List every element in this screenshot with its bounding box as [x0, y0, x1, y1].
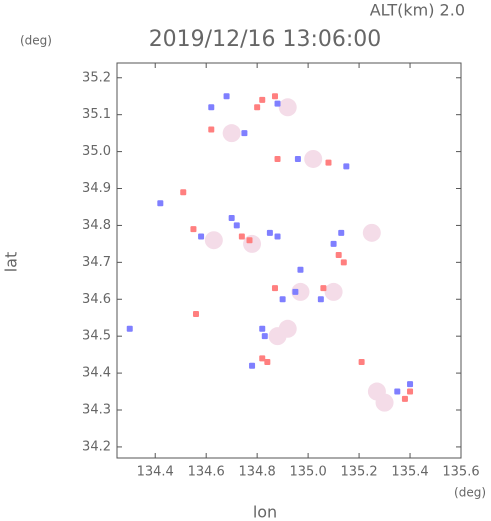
echo-point: [198, 233, 205, 240]
x-tick-label: 134.8: [239, 465, 276, 480]
y-tick-label: 35.2: [82, 70, 111, 85]
echo-point: [126, 325, 133, 332]
y-tick-label: 34.9: [82, 181, 111, 196]
plot-frame: [116, 62, 462, 459]
echo-point: [264, 359, 271, 366]
echo-point: [367, 382, 386, 401]
y-tick-label: 34.2: [82, 439, 111, 454]
echo-point: [407, 388, 414, 395]
echo-point: [340, 259, 347, 266]
echo-point: [274, 233, 281, 240]
y-tick-label: 34.7: [82, 255, 111, 270]
echo-point: [180, 189, 187, 196]
echo-point: [320, 285, 327, 292]
echo-point: [279, 296, 286, 303]
y-tick-label: 35.0: [82, 144, 111, 159]
echo-point: [246, 237, 253, 244]
echo-point: [294, 155, 301, 162]
echo-point: [291, 282, 310, 301]
x-tick-label: 135.2: [340, 465, 377, 480]
echo-point: [278, 98, 297, 117]
echo-point: [271, 93, 278, 100]
y-unit: (deg): [20, 34, 52, 48]
echo-point: [241, 130, 248, 137]
echo-point: [254, 104, 261, 111]
echo-point: [325, 159, 332, 166]
echo-point: [358, 359, 365, 366]
x-unit: (deg): [454, 486, 486, 500]
echo-point: [222, 124, 241, 143]
echo-point: [190, 226, 197, 233]
echo-point: [208, 104, 215, 111]
echo-point: [304, 149, 323, 168]
echo-point: [292, 288, 299, 295]
echo-point: [249, 362, 256, 369]
echo-point: [223, 93, 230, 100]
echo-point: [208, 126, 215, 133]
echo-point: [233, 222, 240, 229]
echo-point: [401, 395, 408, 402]
echo-point: [317, 296, 324, 303]
echo-point: [394, 388, 401, 395]
echo-point: [228, 215, 235, 222]
echo-point: [274, 155, 281, 162]
x-tick-label: 134.4: [137, 465, 174, 480]
echo-point: [259, 325, 266, 332]
echo-point: [271, 285, 278, 292]
echo-point: [204, 231, 223, 250]
echo-point: [259, 96, 266, 103]
echo-point: [407, 381, 414, 388]
y-tick-label: 34.4: [82, 366, 111, 381]
x-tick-label: 135.0: [290, 465, 327, 480]
x-tick-label: 135.6: [442, 465, 479, 480]
x-tick-label: 135.4: [391, 465, 428, 480]
echo-point: [330, 240, 337, 247]
echo-point: [338, 229, 345, 236]
echo-point: [324, 282, 343, 301]
chart-title: 2019/12/16 13:06:00: [149, 27, 382, 52]
x-tick-label: 134.6: [188, 465, 225, 480]
echo-point: [261, 333, 268, 340]
echo-point: [297, 266, 304, 273]
echo-point: [343, 163, 350, 170]
echo-point: [157, 200, 164, 207]
echo-point: [192, 311, 199, 318]
echo-point: [266, 229, 273, 236]
y-tick-label: 35.1: [82, 107, 111, 122]
y-axis-label: lat: [2, 252, 21, 273]
echo-point: [274, 100, 281, 107]
echo-point: [362, 223, 381, 242]
echo-point: [268, 327, 287, 346]
y-tick-label: 34.8: [82, 218, 111, 233]
y-tick-label: 34.3: [82, 403, 111, 418]
echo-point: [335, 251, 342, 258]
altitude-label: ALT(km) 2.0: [370, 1, 465, 20]
y-tick-label: 34.5: [82, 329, 111, 344]
echo-point: [238, 233, 245, 240]
y-tick-label: 34.6: [82, 292, 111, 307]
echo-point: [259, 355, 266, 362]
x-axis-label: lon: [253, 503, 277, 521]
